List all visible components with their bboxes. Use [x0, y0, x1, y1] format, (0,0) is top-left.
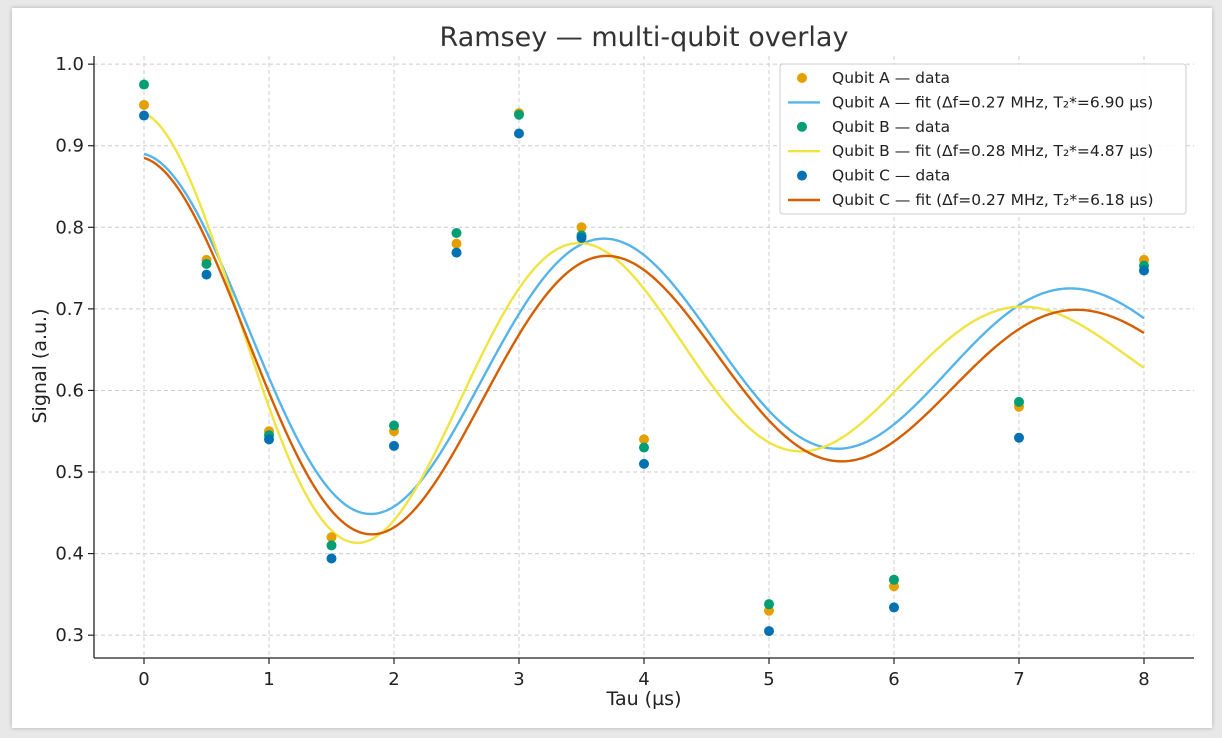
data-point-qubit-c [389, 440, 399, 451]
data-point-qubit-c [201, 269, 212, 280]
y-ticks: 0.3 0.4 0.5 0.6 0.7 0.8 0.9 1.0 [55, 54, 94, 646]
x-tick-label: 4 [638, 669, 649, 690]
legend-box [779, 63, 1187, 215]
data-points [139, 79, 1149, 637]
data-point-qubit-c [514, 128, 524, 139]
data-point-qubit-c [326, 553, 337, 564]
data-point-qubit-a [326, 532, 337, 543]
x-tick-label: 3 [513, 669, 524, 690]
legend-marker [797, 170, 807, 181]
data-point-qubit-a [639, 434, 649, 445]
fit-line-qubit-b [143, 112, 1145, 545]
chart-title: Ramsey — multi-qubit overlay [440, 22, 849, 53]
legend-marker [797, 121, 807, 132]
y-tick-label: 1.0 [55, 54, 84, 75]
data-point-qubit-c [264, 434, 274, 445]
data-point-qubit-b [889, 574, 899, 585]
y-tick-label: 0.5 [55, 462, 84, 483]
y-tick-label: 0.9 [55, 136, 84, 157]
data-point-qubit-b [1014, 396, 1024, 407]
y-tick-label: 0.3 [55, 625, 84, 646]
figure: 0 1 2 3 4 5 6 7 8 0.3 0.4 0.5 0.6 0.7 0.8 0.9 1.0 Ramse… [12, 8, 1212, 728]
data-point-qubit-b [514, 109, 524, 120]
data-point-qubit-c [139, 110, 149, 121]
data-point-qubit-c [889, 602, 899, 613]
data-point-qubit-a [139, 99, 149, 110]
x-tick-label: 0 [138, 669, 149, 690]
data-point-qubit-b [139, 79, 149, 90]
y-axis-label: Signal (a.u.) [29, 309, 51, 424]
y-tick-label: 0.8 [55, 217, 84, 238]
x-tick-label: 8 [1138, 669, 1149, 690]
chart: 0 1 2 3 4 5 6 7 8 0.3 0.4 0.5 0.6 0.7 0.8 0.9 1.0 Ramse… [29, 22, 1194, 710]
data-point-qubit-b [201, 259, 212, 270]
x-tick-label: 6 [888, 669, 899, 690]
fit-line-qubit-c [143, 156, 1145, 536]
data-point-qubit-b [389, 420, 399, 431]
x-ticks: 0 1 2 3 4 5 6 7 8 [138, 658, 1150, 690]
data-point-qubit-b [639, 442, 649, 453]
data-point-qubit-c [1014, 432, 1024, 443]
data-point-qubit-b [326, 540, 337, 551]
x-tick-label: 5 [763, 669, 774, 690]
data-point-qubit-c [764, 626, 774, 637]
data-point-qubit-c [576, 232, 587, 243]
data-point-qubit-a [576, 222, 587, 233]
legend-label: Qubit A — data [832, 69, 950, 87]
x-axis-label: Tau (µs) [606, 688, 682, 710]
x-tick-label: 7 [1013, 669, 1024, 690]
fit-lines [143, 112, 1145, 545]
legend-label: Qubit C — data [832, 167, 950, 185]
data-point-qubit-c [451, 247, 462, 258]
legend-marker [797, 73, 807, 83]
legend-label: Qubit B — fit (Δf=0.28 MHz, T₂*=4.87 µs) [832, 142, 1153, 160]
legend: Qubit A — data Qubit A — fit (Δf=0.27 MHz… [779, 63, 1187, 215]
y-tick-label: 0.7 [55, 299, 84, 320]
y-tick-label: 0.4 [55, 544, 84, 565]
x-tick-label: 2 [388, 669, 399, 690]
legend-label: Qubit B — data [832, 118, 950, 136]
legend-label: Qubit C — fit (Δf=0.27 MHz, T₂*=6.18 µs) [832, 191, 1154, 209]
y-tick-label: 0.6 [55, 380, 84, 401]
data-point-qubit-b [451, 228, 462, 239]
fit-line-qubit-a [143, 152, 1145, 516]
legend-label: Qubit A — fit (Δf=0.27 MHz, T₂*=6.90 µs) [832, 93, 1153, 111]
data-point-qubit-a [451, 238, 462, 249]
data-point-qubit-c [639, 458, 649, 469]
data-point-qubit-c [1139, 265, 1149, 276]
data-point-qubit-b [764, 599, 774, 610]
x-tick-label: 1 [263, 669, 274, 690]
